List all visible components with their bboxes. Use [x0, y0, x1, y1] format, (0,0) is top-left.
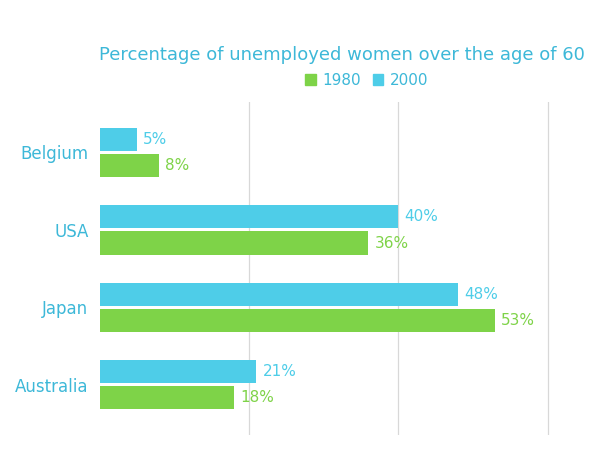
Text: 40%: 40% [404, 209, 438, 224]
Text: 8%: 8% [166, 158, 190, 173]
Bar [100, 231, 368, 255]
Bar [100, 283, 458, 306]
Bar [100, 128, 137, 151]
Text: 48%: 48% [464, 287, 498, 302]
Text: 18%: 18% [240, 390, 274, 405]
Bar [100, 309, 496, 332]
Text: 36%: 36% [374, 235, 409, 251]
Bar [100, 360, 256, 383]
Title: Percentage of unemployed women over the age of 60: Percentage of unemployed women over the … [100, 46, 585, 64]
Bar [100, 154, 160, 177]
Text: 53%: 53% [502, 313, 535, 328]
Text: 21%: 21% [262, 364, 296, 379]
Legend: 1980, 2000: 1980, 2000 [299, 67, 434, 94]
Text: 5%: 5% [143, 132, 167, 147]
Bar [100, 205, 398, 228]
Bar [100, 386, 234, 410]
